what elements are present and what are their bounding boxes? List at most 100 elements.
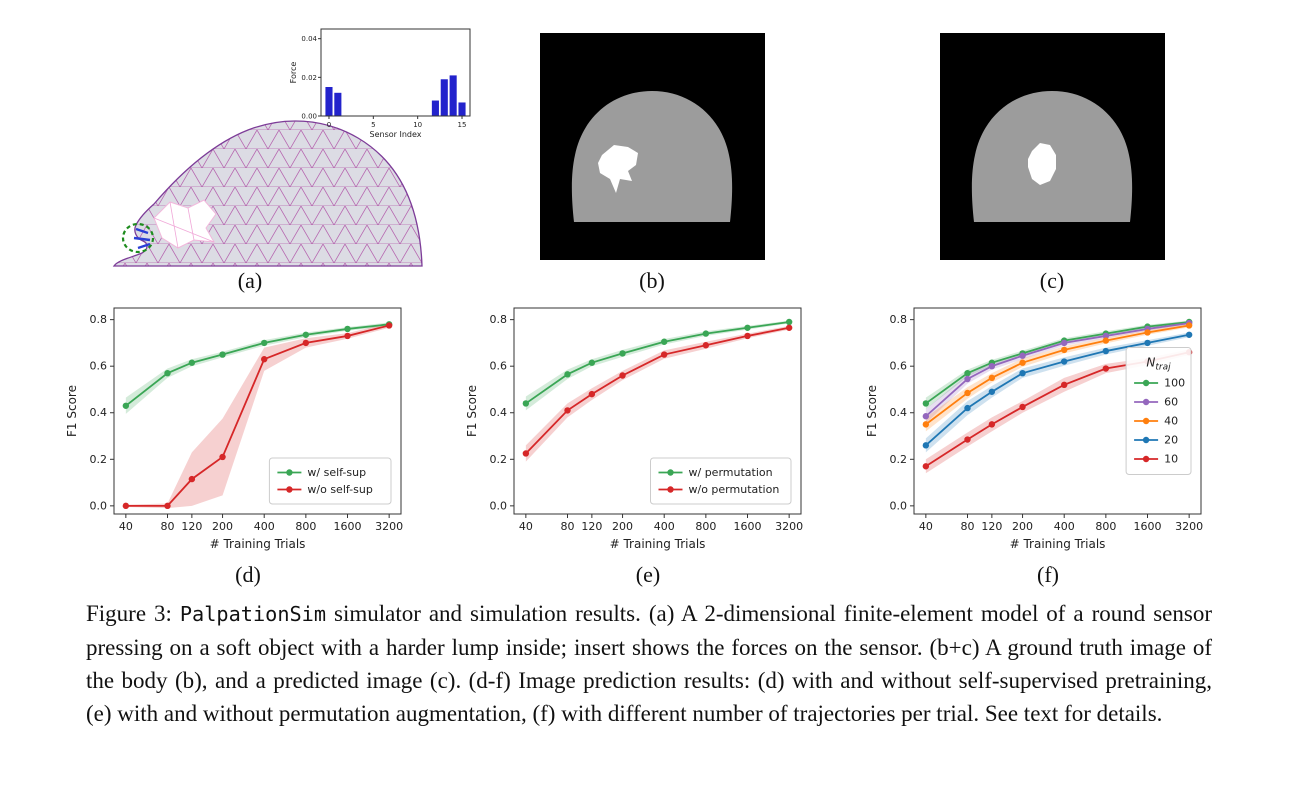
chart-f-marker <box>1061 346 1068 354</box>
chart-e-marker <box>661 338 668 345</box>
body-shape-b <box>571 91 733 222</box>
svg-text:Sensor Index: Sensor Index <box>370 130 422 139</box>
svg-text:0.8: 0.8 <box>490 313 508 326</box>
chart-d-marker <box>344 332 351 340</box>
chart-d-axes-frame <box>113 307 402 515</box>
chart-e-plot: 0.0 0.2 0.4 0.6 0.8 40 80 120 200 400 800 1600 3200 #… <box>465 307 803 551</box>
force-inset-bar-chart: 0.00 0.02 0.04 0 5 10 15 Sensor Index Force <box>289 28 471 139</box>
caption-prefix: Figure 3: <box>86 601 180 626</box>
chart-d-marker <box>302 339 310 347</box>
svg-text:80: 80 <box>960 520 974 533</box>
chart-f-marker <box>988 388 996 395</box>
chart-f-marker <box>964 389 971 397</box>
svg-text:100: 100 <box>1164 377 1185 390</box>
chart-d-line-0 <box>125 323 390 407</box>
chart-f-marker <box>964 436 971 443</box>
svg-text:80: 80 <box>160 520 174 533</box>
svg-text:200: 200 <box>612 520 633 533</box>
chart-f-marker <box>1102 332 1110 340</box>
chart-e-marker <box>619 372 626 379</box>
panel-label-c: (c) <box>1039 268 1065 293</box>
lump-mesh-lines <box>153 201 215 249</box>
chart-f-marker <box>1102 365 1110 372</box>
lump-b <box>598 145 638 193</box>
svg-text:40: 40 <box>1164 415 1178 428</box>
panel-b-ground-truth-image <box>540 33 765 260</box>
chart-e-marker <box>785 318 793 326</box>
svg-text:0.04: 0.04 <box>301 35 317 43</box>
chart-d-marker <box>188 359 196 366</box>
svg-text:F1 Score: F1 Score <box>465 385 479 437</box>
chart-f-marker <box>1019 359 1026 366</box>
svg-text:400: 400 <box>1054 520 1075 533</box>
svg-text:w/ permutation: w/ permutation <box>689 466 773 479</box>
chart-d-plot: 0.0 0.2 0.4 0.6 0.8 40 80 120 200 400 800 1600 3200 #… <box>65 307 403 551</box>
chart-f-marker <box>922 463 930 470</box>
svg-text:w/ self-sup: w/ self-sup <box>307 466 366 479</box>
chart-d-marker <box>164 502 171 510</box>
chart-f-marker <box>1061 358 1068 365</box>
svg-text:120: 120 <box>581 520 602 533</box>
chart-e-marker <box>744 324 751 331</box>
svg-text:1600: 1600 <box>1134 520 1162 533</box>
chart-d-marker <box>219 351 226 358</box>
chart-d-marker <box>188 475 196 483</box>
svg-text:0.8: 0.8 <box>90 313 108 326</box>
chart-f-marker <box>964 404 971 412</box>
svg-text:3200: 3200 <box>1175 520 1203 533</box>
svg-text:0.00: 0.00 <box>301 113 317 121</box>
chart-f-marker <box>922 400 930 407</box>
figure-caption: Figure 3: PalpationSim simulator and sim… <box>86 597 1212 730</box>
svg-text:20: 20 <box>1164 434 1178 447</box>
svg-text:400: 400 <box>654 520 675 533</box>
panel-label-a: (a) <box>237 268 263 293</box>
chart-e-marker <box>744 332 751 340</box>
chart-f-marker <box>1185 331 1193 338</box>
svg-text:3200: 3200 <box>775 520 803 533</box>
chart-f-marker <box>1102 347 1110 355</box>
chart-d-marker <box>385 322 393 329</box>
svg-text:# Training Trials: # Training Trials <box>1010 537 1106 551</box>
panel-label-b: (b) <box>639 268 665 293</box>
svg-text:40: 40 <box>919 520 933 533</box>
svg-text:1600: 1600 <box>334 520 362 533</box>
chart-d-marker <box>261 339 268 347</box>
force-bar <box>431 100 439 116</box>
chart-f-marker <box>1102 337 1110 344</box>
chart-f-marker <box>1061 339 1068 347</box>
svg-text:0.0: 0.0 <box>490 499 508 512</box>
chart-f-marker <box>964 369 971 377</box>
svg-text:120: 120 <box>981 520 1002 533</box>
chart-f-legend-title: Ntraj <box>1146 356 1171 373</box>
chart-e-marker <box>588 359 596 366</box>
svg-text:0.4: 0.4 <box>90 406 108 419</box>
svg-text:F1 Score: F1 Score <box>865 385 879 437</box>
svg-text:15: 15 <box>458 121 467 129</box>
svg-text:200: 200 <box>1012 520 1033 533</box>
chart-f-marker <box>1061 381 1068 389</box>
chart-e-permutation: 0.0 0.2 0.4 0.6 0.8 40 80 120 200 400 800 1600 3200 #… <box>465 307 803 551</box>
svg-text:40: 40 <box>119 520 133 533</box>
chart-f-line-3 <box>925 333 1190 447</box>
svg-text:80: 80 <box>560 520 574 533</box>
chart-f-marker <box>988 374 996 382</box>
chart-d-line-1 <box>125 324 390 507</box>
svg-text:800: 800 <box>695 520 716 533</box>
svg-text:10: 10 <box>1164 453 1178 466</box>
chart-e-marker <box>588 390 596 398</box>
force-bar <box>325 87 333 116</box>
chart-f-plot: 0.0 0.2 0.4 0.6 0.8 40 80 120 200 400 800 1600 3200 #… <box>865 307 1203 551</box>
svg-text:1600: 1600 <box>734 520 762 533</box>
svg-text:0.2: 0.2 <box>90 453 108 466</box>
chart-f-marker <box>1019 352 1026 359</box>
force-bar <box>449 75 457 116</box>
chart-f-line-2 <box>925 324 1190 426</box>
svg-text:400: 400 <box>254 520 275 533</box>
svg-text:120: 120 <box>181 520 202 533</box>
chart-f-marker <box>922 442 930 449</box>
panel-c-predicted-image <box>940 33 1165 260</box>
panel-label-f: (f) <box>1037 562 1059 587</box>
svg-text:0.2: 0.2 <box>890 453 908 466</box>
lump-c <box>1028 143 1056 185</box>
chart-e-marker <box>785 324 793 331</box>
